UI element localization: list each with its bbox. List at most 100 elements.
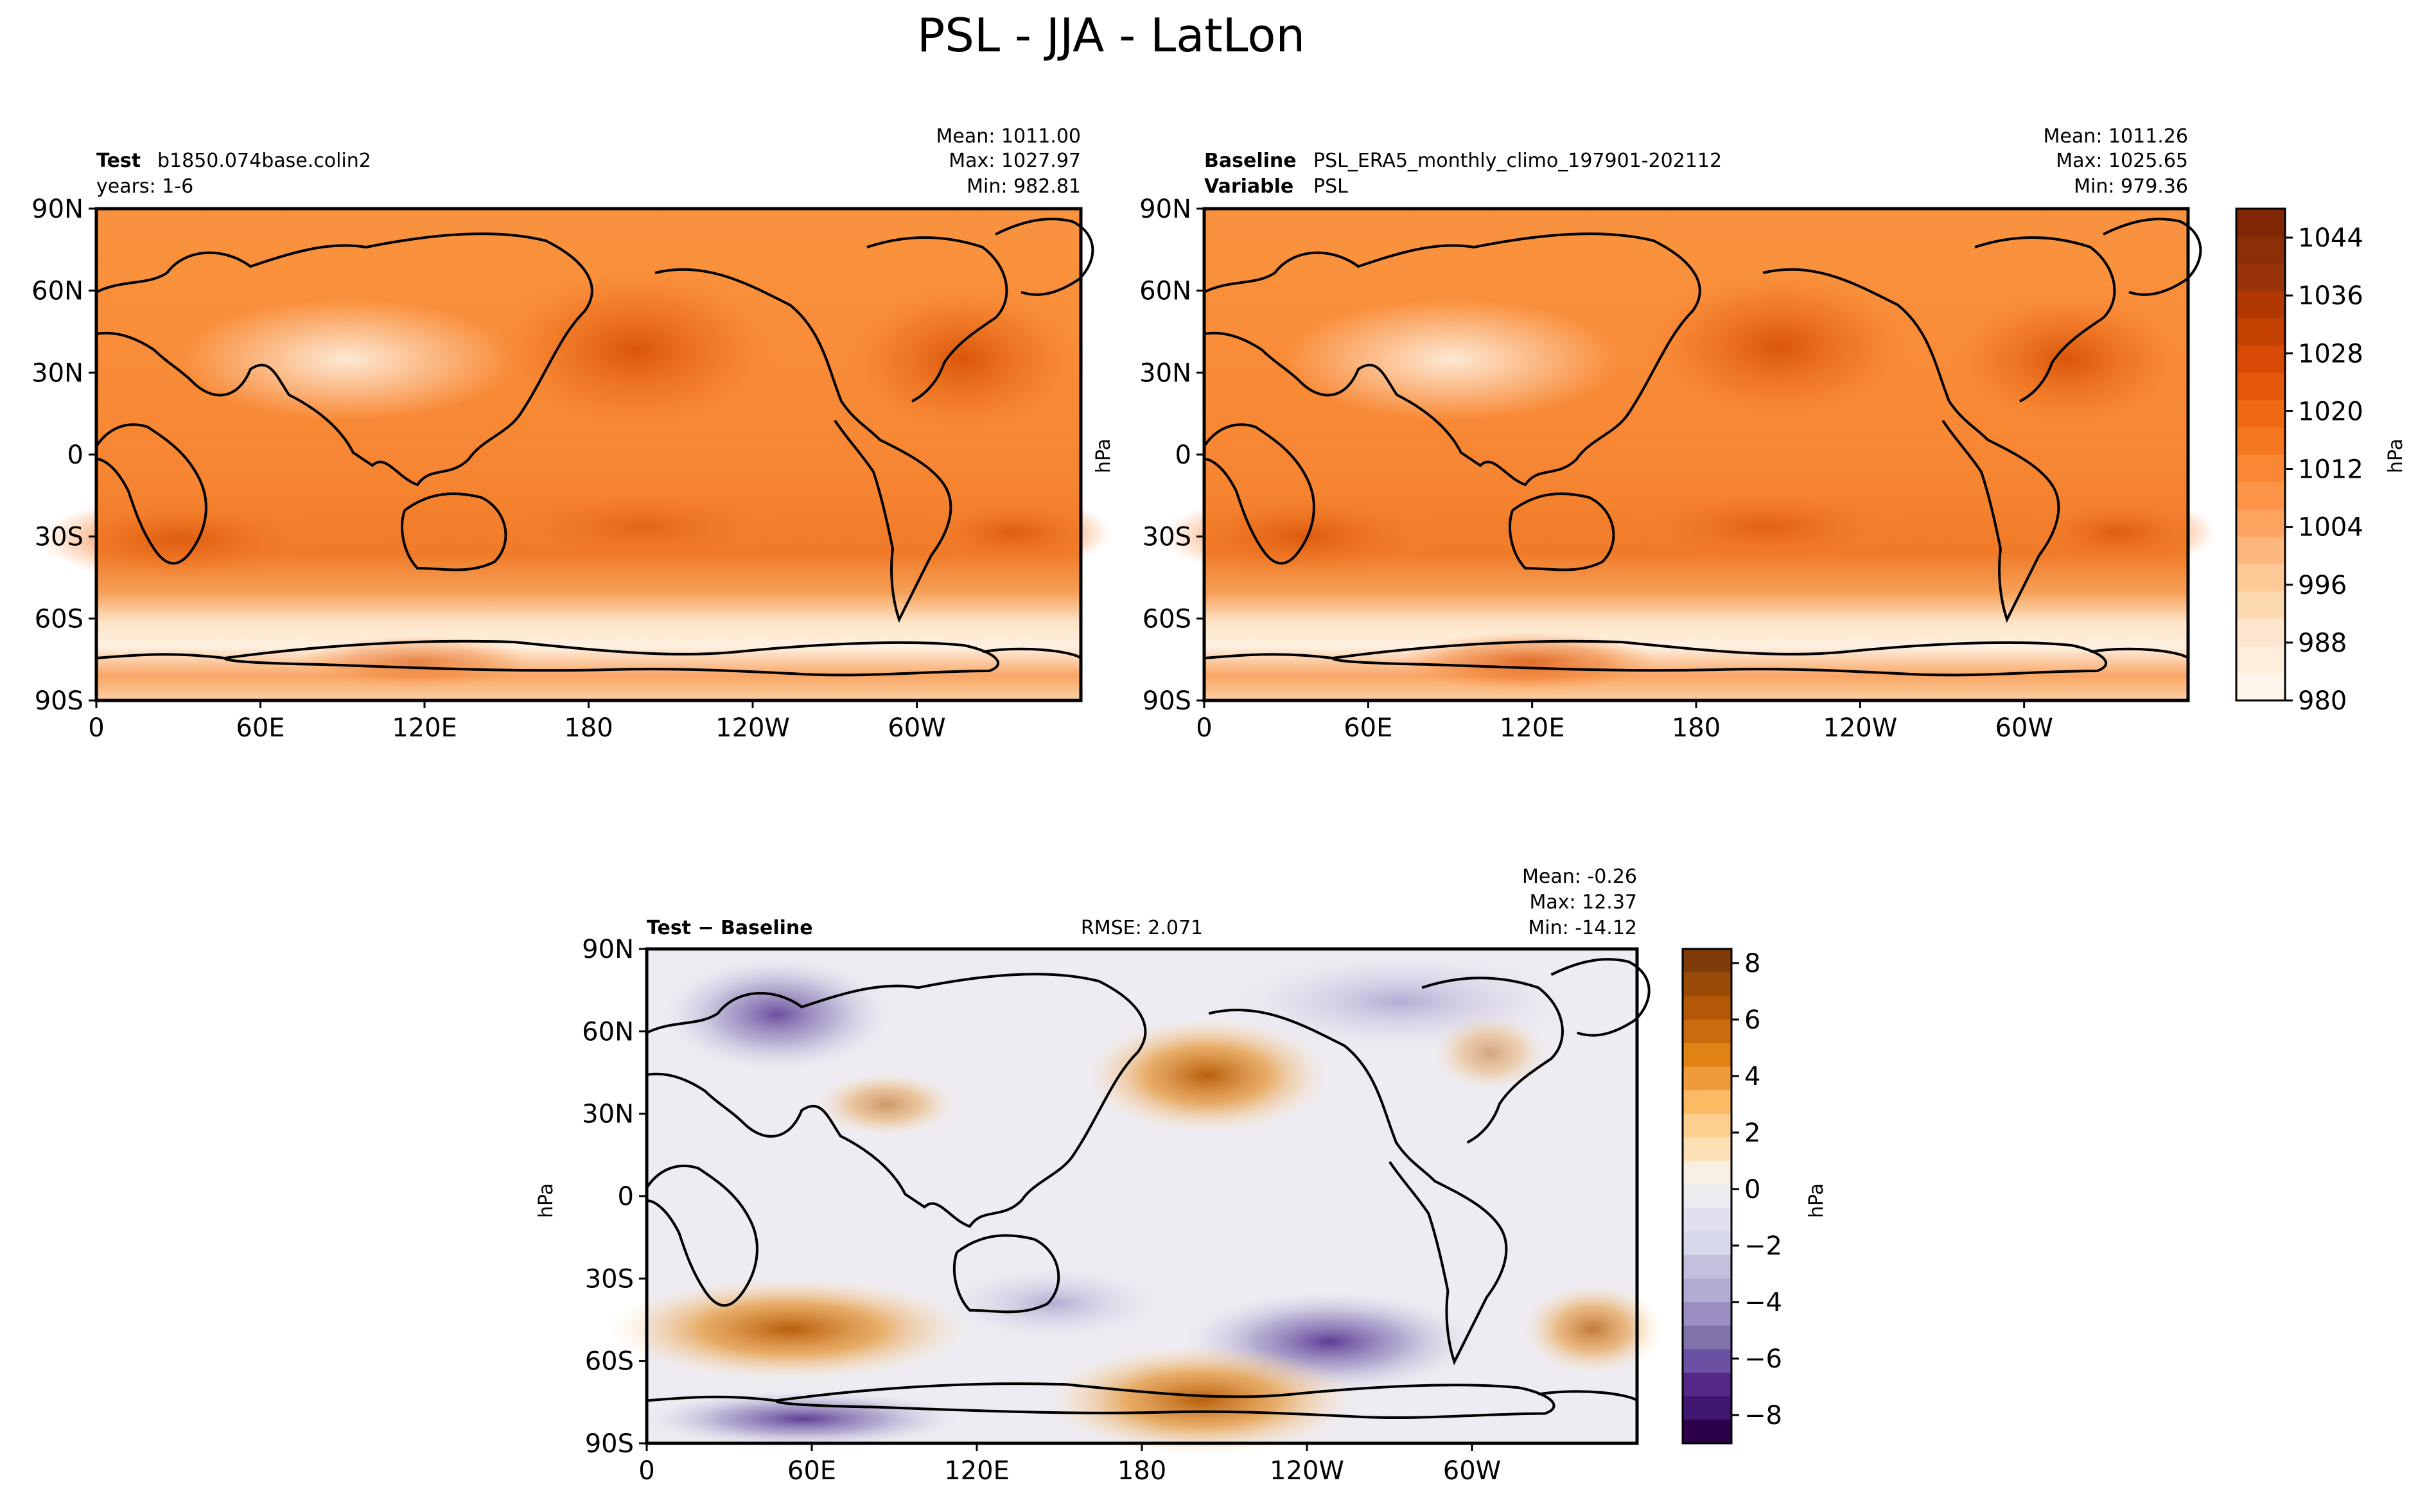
test-lon-tick-label: 120E <box>392 713 457 743</box>
diff-panel: Test − Baseline RMSE: 2.071 Mean: -0.26 … <box>535 865 1663 1454</box>
diff-lat-tick-label: 30S <box>585 1264 634 1294</box>
baseline-unit-label: hPa <box>1092 439 1115 473</box>
psl-colorbar-block <box>2236 509 2285 537</box>
psl-colorbar-label: hPa <box>2385 439 2407 473</box>
diff-rmse: RMSE: 2.071 <box>1081 917 1203 939</box>
diff-colorbar-block <box>1683 1255 1731 1279</box>
baseline-lat-tick-label: 90N <box>1139 195 1191 224</box>
baseline-lat-tick-label: 30N <box>1139 358 1191 388</box>
diff-colorbar-block <box>1683 1420 1731 1444</box>
diff-colorbar-block <box>1683 1278 1731 1303</box>
diff-colorbar-label: hPa <box>1805 1183 1828 1218</box>
baseline-lat-tick-label: 90S <box>1143 686 1191 716</box>
diff-colorbar-tick-label: 0 <box>1744 1175 1760 1204</box>
baseline-case: PSL_ERA5_monthly_climo_197901-202112 <box>1313 150 1722 172</box>
baseline-lon-tick-label: 0 <box>1196 713 1212 743</box>
test-coastlines <box>95 218 1094 677</box>
diff-mean: Mean: -0.26 <box>1522 865 1637 888</box>
diff-coastlines <box>645 958 1651 1420</box>
baseline-variable: PSL <box>1313 175 1348 198</box>
test-lat-tick-label: 30S <box>35 523 83 552</box>
diff-colorbar-ticks: 8 6 4 2 0 −2 −4 −6 −8 <box>1731 949 1782 1430</box>
diff-lon-tick-label: 180 <box>1117 1456 1166 1486</box>
baseline-lon-tick-label: 120W <box>1823 713 1897 743</box>
psl-colorbar: 980 988 996 1004 1012 1020 1028 1036 1044 hPa <box>2235 207 2407 716</box>
baseline-panel: Baseline PSL_ERA5_monthly_climo_197901-2… <box>1092 125 2216 702</box>
psl-colorbar-block <box>2236 455 2285 483</box>
baseline-label: Baseline <box>1204 150 1297 172</box>
baseline-lat-tick-label: 0 <box>1175 440 1191 470</box>
baseline-coastlines <box>1203 218 2202 677</box>
test-lon-tick-label: 120W <box>715 713 790 743</box>
psl-colorbar-block <box>2236 591 2285 619</box>
baseline-max: Max: 1025.65 <box>2056 150 2188 172</box>
diff-colorbar-block <box>1683 1043 1731 1067</box>
diff-colorbar-tick-label: −8 <box>1744 1401 1782 1430</box>
baseline-lon-tick-label: 60E <box>1344 713 1392 743</box>
psl-colorbar-block <box>2236 399 2285 428</box>
diff-colorbar-block <box>1683 996 1731 1020</box>
test-lat-tick-label: 60S <box>35 604 83 634</box>
diff-colorbar-block <box>1683 1066 1731 1091</box>
psl-colorbar-block <box>2236 564 2285 592</box>
psl-colorbar-block <box>2236 372 2285 401</box>
psl-colorbar-tick-label: 1004 <box>2298 513 2363 543</box>
diff-colorbar-block <box>1683 1184 1731 1208</box>
psl-colorbar-blocks <box>2236 209 2285 701</box>
diff-unit-label: hPa <box>535 1183 557 1218</box>
diff-lat-tick-label: 90S <box>585 1429 634 1459</box>
diff-lat-tick-label: 90N <box>582 935 634 964</box>
test-mean: Mean: 1011.00 <box>936 125 1081 148</box>
test-lon-tick-label: 60W <box>888 713 945 743</box>
diff-colorbar-block <box>1683 1373 1731 1397</box>
test-lon-tick-label: 60E <box>236 713 285 743</box>
diff-colorbar-block <box>1683 1090 1731 1115</box>
diff-lon-tick-label: 120W <box>1270 1456 1344 1486</box>
baseline-lat-tick-label: 30S <box>1143 523 1191 552</box>
baseline-lon-tick-label: 60W <box>1995 713 2053 743</box>
diff-colorbar-block <box>1683 1349 1731 1373</box>
psl-colorbar-tick-label: 1028 <box>2298 339 2363 369</box>
figure-title: PSL - JJA - LatLon <box>917 8 1305 62</box>
diff-colorbar-block <box>1683 1325 1731 1350</box>
test-lat-tick-label: 0 <box>67 440 83 470</box>
diff-colorbar-tick-label: 2 <box>1744 1118 1760 1148</box>
test-label: Test <box>96 150 141 172</box>
psl-colorbar-block <box>2236 209 2285 237</box>
psl-colorbar-block <box>2236 290 2285 318</box>
diff-lon-tick-label: 120E <box>944 1456 1010 1486</box>
diff-colorbar-block <box>1683 1113 1731 1138</box>
test-lon-tick-label: 180 <box>564 713 613 743</box>
psl-colorbar-block <box>2236 427 2285 455</box>
test-lat-tick-label: 90S <box>35 686 83 716</box>
test-case: b1850.074base.colin2 <box>157 150 371 172</box>
psl-colorbar-block <box>2236 345 2285 373</box>
diff-colorbar-block <box>1683 1137 1731 1161</box>
diff-map-field <box>610 949 1663 1454</box>
baseline-variable-label: Variable <box>1204 175 1293 198</box>
psl-colorbar-block <box>2236 673 2285 701</box>
test-lon-tick-label: 0 <box>88 713 104 743</box>
diff-colorbar-frame <box>1681 948 1733 1445</box>
diff-lat-tick-label: 30N <box>582 1100 634 1129</box>
psl-colorbar-block <box>2236 536 2285 564</box>
baseline-min: Min: 979.36 <box>2074 175 2188 198</box>
baseline-lat-tick-label: 60N <box>1139 277 1191 306</box>
diff-colorbar-block <box>1683 972 1731 996</box>
test-lat-tick-label: 90N <box>31 195 83 224</box>
diff-lon-tick-label: 60E <box>787 1456 836 1486</box>
psl-colorbar-block <box>2236 482 2285 510</box>
test-min: Min: 982.81 <box>967 175 1081 198</box>
psl-colorbar-tick-label: 980 <box>2298 686 2347 716</box>
diff-lat-tick-label: 0 <box>618 1182 634 1212</box>
psl-colorbar-block <box>2236 318 2285 346</box>
diff-colorbar-block <box>1683 1020 1731 1044</box>
test-lat-tick-label: 60N <box>31 277 83 306</box>
diff-colorbar-tick-label: −6 <box>1744 1344 1782 1374</box>
psl-colorbar-tick-label: 996 <box>2298 571 2347 600</box>
test-max: Max: 1027.97 <box>949 150 1081 172</box>
diff-lon-tick-label: 0 <box>638 1456 654 1486</box>
diff-label: Test − Baseline <box>647 917 813 939</box>
